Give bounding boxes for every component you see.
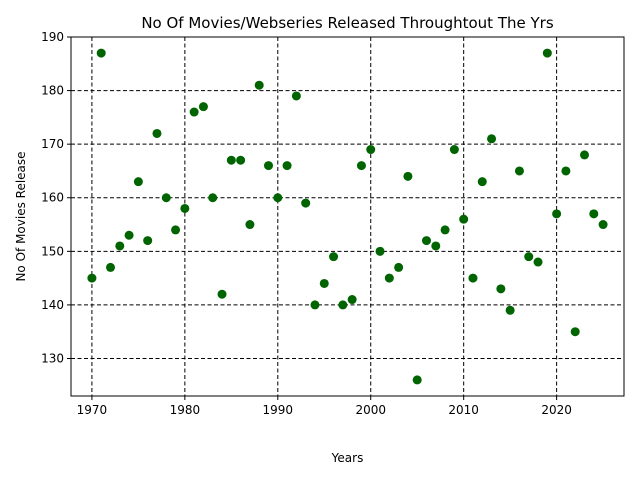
- data-point: [338, 300, 348, 310]
- data-point: [217, 289, 227, 299]
- data-point: [264, 161, 273, 171]
- data-point: [245, 220, 255, 230]
- data-point: [226, 155, 236, 165]
- data-point: [496, 284, 506, 294]
- data-point: [561, 166, 571, 176]
- data-point: [124, 230, 134, 240]
- x-axis-label: Years: [331, 451, 364, 465]
- data-point: [171, 225, 181, 235]
- data-point: [431, 241, 441, 251]
- chart-title: No Of Movies/Webseries Released Throught…: [141, 14, 554, 32]
- plot-frame: [70, 36, 625, 397]
- data-point: [310, 300, 320, 310]
- y-tick-label: 140: [41, 298, 64, 312]
- data-point: [542, 48, 552, 58]
- data-point: [96, 48, 106, 58]
- data-point: [505, 305, 515, 315]
- data-point: [589, 209, 599, 219]
- data-point: [533, 257, 543, 267]
- y-tick-label: 180: [41, 84, 64, 98]
- x-tick-label: 1970: [77, 403, 108, 417]
- data-point: [598, 220, 608, 230]
- data-point: [273, 193, 283, 203]
- data-point: [384, 273, 394, 283]
- x-tick-label: 2000: [355, 403, 386, 417]
- data-point: [319, 278, 329, 288]
- data-point: [254, 80, 264, 90]
- data-point: [570, 327, 580, 337]
- y-axis-label: No Of Movies Release: [14, 151, 28, 281]
- x-tick-label: 1980: [170, 403, 201, 417]
- data-point: [106, 262, 115, 272]
- y-tick-label: 130: [41, 351, 64, 365]
- data-point: [347, 295, 357, 305]
- data-point: [143, 236, 153, 246]
- data-point: [468, 273, 478, 283]
- data-point: [403, 171, 413, 181]
- data-points: [87, 48, 608, 385]
- data-point: [459, 214, 469, 224]
- data-point: [366, 145, 376, 155]
- data-point: [394, 262, 404, 272]
- data-point: [282, 161, 292, 171]
- data-point: [514, 166, 524, 176]
- data-point: [329, 252, 339, 262]
- data-point: [198, 102, 208, 112]
- data-point: [375, 246, 385, 256]
- data-point: [115, 241, 125, 251]
- data-point: [412, 375, 422, 385]
- x-tick-label: 1990: [263, 403, 294, 417]
- data-point: [524, 252, 534, 262]
- data-point: [477, 177, 487, 187]
- data-point: [189, 107, 199, 117]
- x-tick-label: 2020: [541, 403, 572, 417]
- y-tick-label: 160: [41, 191, 64, 205]
- data-point: [580, 150, 589, 160]
- x-tick-label: 2010: [448, 403, 479, 417]
- data-point: [422, 236, 431, 246]
- data-point: [152, 128, 162, 138]
- x-axis-ticks: 1970 1980 1990 2000 2010 2020: [77, 396, 572, 417]
- grid-lines: [71, 36, 624, 396]
- data-point: [180, 203, 190, 213]
- data-point: [236, 155, 246, 165]
- y-tick-label: 190: [41, 30, 64, 44]
- data-point: [208, 193, 218, 203]
- data-point: [552, 209, 562, 219]
- data-point: [87, 273, 97, 283]
- data-point: [133, 177, 143, 187]
- y-tick-label: 170: [41, 137, 64, 151]
- data-point: [301, 198, 311, 208]
- data-point: [449, 145, 459, 155]
- data-point: [291, 91, 301, 101]
- data-point: [440, 225, 450, 235]
- y-tick-label: 150: [41, 244, 64, 258]
- data-point: [487, 134, 497, 144]
- data-point: [161, 193, 171, 203]
- y-axis-ticks: 130 140 150 160 170 180 190: [41, 30, 71, 365]
- data-point: [356, 161, 366, 171]
